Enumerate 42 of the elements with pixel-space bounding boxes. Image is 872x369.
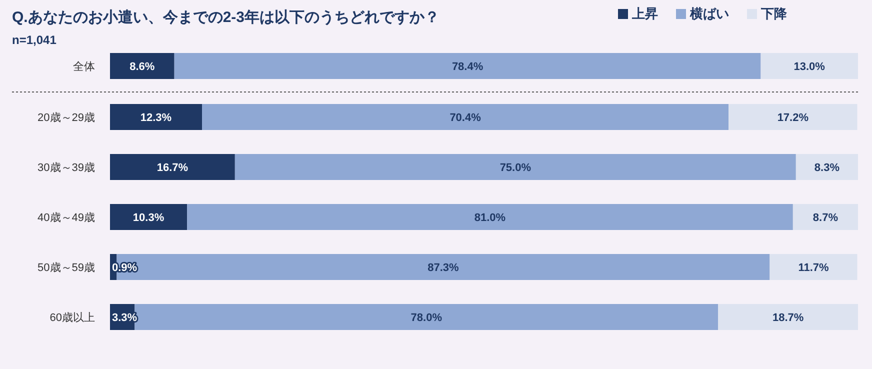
y-tick-label: 50歳～59歳: [38, 261, 95, 274]
bar: [110, 53, 174, 79]
legend-label: 下降: [760, 6, 788, 21]
bar: [796, 154, 858, 180]
chart-subtitle: n=1,041: [12, 33, 57, 47]
data-label: 75.0%: [500, 162, 532, 174]
y-tick-label: 20歳～29歳: [38, 111, 95, 124]
bar: [770, 254, 858, 280]
bar: [202, 104, 729, 130]
legend-label: 上昇: [631, 6, 658, 21]
data-label: 13.0%: [794, 61, 826, 73]
data-label: 70.4%: [450, 112, 482, 124]
data-label: 17.2%: [777, 112, 809, 124]
data-label: 3.3%: [112, 312, 138, 324]
bar: [187, 204, 793, 230]
y-tick-label: 全体: [73, 61, 95, 73]
bar: [110, 154, 235, 180]
data-label: 10.3%: [132, 212, 164, 224]
bar: [792, 204, 858, 230]
data-label: 78.0%: [410, 312, 442, 324]
data-label: 12.3%: [140, 112, 172, 124]
bar: [760, 53, 858, 79]
data-label: 18.7%: [772, 312, 804, 324]
bar: [174, 53, 761, 79]
y-tick-label: 60歳以上: [50, 311, 95, 324]
y-tick-label: 30歳～39歳: [38, 161, 95, 174]
bar: [110, 204, 188, 230]
bar: [728, 104, 858, 130]
data-label: 16.7%: [156, 162, 188, 174]
data-label: 78.4%: [452, 61, 484, 73]
bar: [110, 104, 202, 130]
y-tick-label: 40歳～49歳: [38, 211, 95, 224]
data-label: 8.3%: [814, 162, 840, 174]
data-label: 8.7%: [812, 212, 838, 224]
bar: [718, 304, 858, 330]
data-label: 81.0%: [474, 212, 506, 224]
data-label: 8.6%: [130, 61, 155, 73]
chart-title: Q.あなたのお小遣い、今までの2-3年は以下のうちどれですか？: [12, 9, 440, 26]
bar: [234, 154, 796, 180]
legend-label: 横ばい: [689, 6, 729, 21]
data-label: 11.7%: [798, 262, 829, 274]
data-label: 87.3%: [428, 262, 460, 274]
